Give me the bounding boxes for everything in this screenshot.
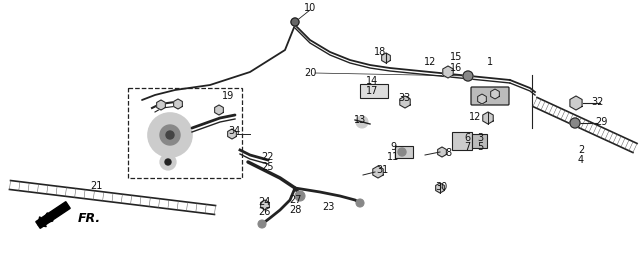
Text: 13: 13 [354, 115, 366, 125]
Polygon shape [373, 166, 383, 178]
Polygon shape [214, 105, 223, 115]
Circle shape [166, 131, 174, 139]
Text: 5: 5 [477, 142, 483, 152]
Text: 11: 11 [387, 152, 399, 162]
Circle shape [356, 199, 364, 207]
FancyBboxPatch shape [471, 87, 509, 105]
Circle shape [160, 154, 176, 170]
Circle shape [570, 118, 580, 128]
Circle shape [160, 125, 180, 145]
Text: 33: 33 [398, 93, 410, 103]
Bar [128, 88, 242, 178]
Text: 6: 6 [464, 133, 470, 143]
Polygon shape [173, 99, 182, 109]
Text: 3: 3 [477, 133, 483, 143]
Circle shape [291, 18, 299, 26]
Text: 9: 9 [390, 142, 396, 152]
Text: 31: 31 [376, 165, 388, 175]
Text: 7: 7 [464, 142, 470, 152]
Polygon shape [443, 66, 453, 78]
Polygon shape [36, 202, 70, 228]
Polygon shape [570, 96, 582, 110]
Polygon shape [491, 89, 499, 99]
Text: FR.: FR. [78, 211, 101, 224]
Text: 32: 32 [591, 97, 603, 107]
Circle shape [398, 148, 406, 156]
Text: 27: 27 [289, 195, 301, 205]
Text: 4: 4 [578, 155, 584, 165]
Text: 12: 12 [469, 112, 481, 122]
Text: 18: 18 [374, 47, 386, 57]
Text: 16: 16 [450, 63, 462, 73]
Text: 1: 1 [487, 57, 493, 67]
Circle shape [463, 71, 473, 81]
Bar [452, 132, 472, 150]
Text: 19: 19 [222, 91, 234, 101]
Text: 12: 12 [424, 57, 436, 67]
Text: 23: 23 [322, 202, 334, 212]
Bar [395, 146, 413, 158]
Text: 26: 26 [258, 207, 270, 217]
Polygon shape [436, 183, 444, 193]
Circle shape [356, 116, 368, 128]
Polygon shape [381, 53, 390, 63]
Polygon shape [400, 96, 410, 108]
Text: 21: 21 [90, 181, 102, 191]
Text: 20: 20 [304, 68, 316, 78]
Text: 8: 8 [445, 148, 451, 158]
Polygon shape [483, 112, 493, 124]
Text: 10: 10 [304, 3, 316, 13]
Bar [360, 84, 388, 98]
Text: 22: 22 [262, 152, 275, 162]
Circle shape [295, 191, 305, 201]
Circle shape [165, 159, 171, 165]
Polygon shape [38, 217, 46, 227]
Text: 2: 2 [578, 145, 584, 155]
Circle shape [258, 220, 266, 228]
Polygon shape [260, 200, 269, 210]
Text: 34: 34 [228, 126, 240, 136]
Polygon shape [228, 129, 236, 139]
Circle shape [148, 113, 192, 157]
Text: 14: 14 [366, 76, 378, 86]
Text: 25: 25 [262, 162, 275, 172]
Polygon shape [157, 100, 165, 110]
Text: 30: 30 [435, 182, 447, 192]
Text: 15: 15 [450, 52, 462, 62]
Text: 17: 17 [366, 86, 378, 96]
Bar [472, 134, 487, 148]
Text: 29: 29 [595, 117, 607, 127]
Polygon shape [438, 147, 446, 157]
Text: 24: 24 [258, 197, 270, 207]
Text: 28: 28 [289, 205, 301, 215]
Polygon shape [477, 94, 486, 104]
